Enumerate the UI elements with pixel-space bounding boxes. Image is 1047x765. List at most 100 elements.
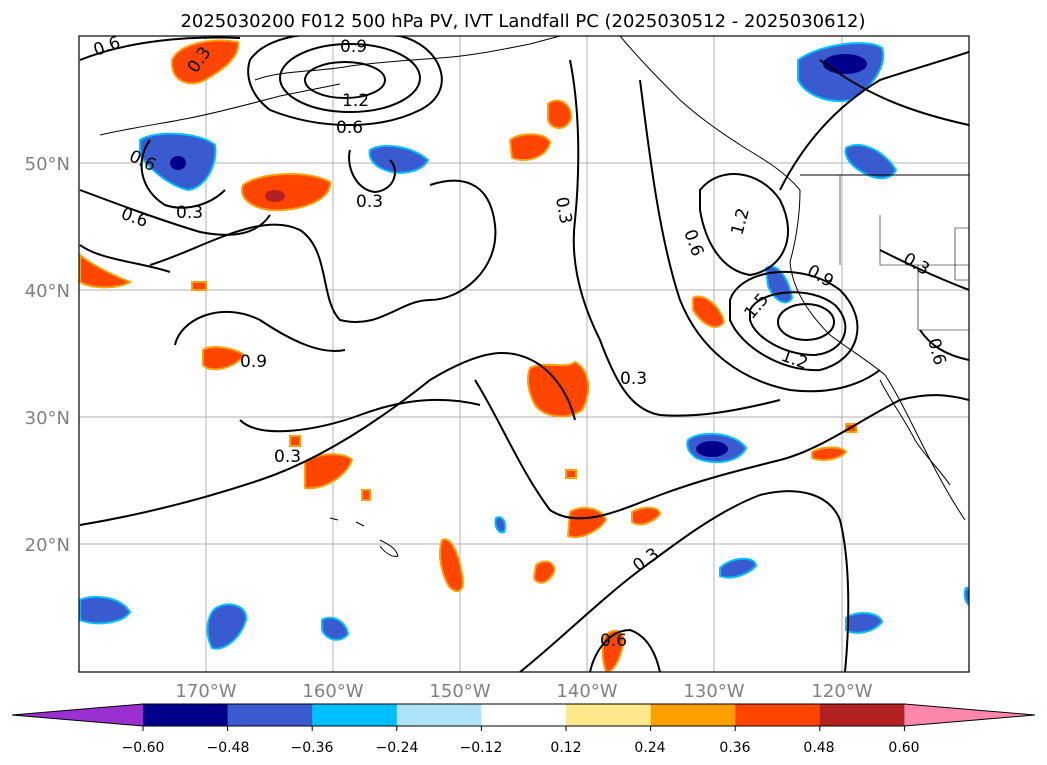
negative-anomaly-patch bbox=[321, 616, 350, 641]
colorbar-segment bbox=[819, 704, 905, 726]
positive-anomaly-patch bbox=[532, 560, 556, 584]
colorbar-segment bbox=[650, 704, 736, 726]
contour-1.5-low bbox=[777, 303, 835, 341]
contour-label: 1.2 bbox=[342, 91, 369, 111]
contour-0.6 bbox=[79, 189, 271, 236]
contour-0.6 bbox=[247, 36, 443, 126]
negative-anomaly-patch bbox=[494, 516, 507, 534]
contour-0.3-southeast bbox=[519, 490, 850, 672]
lon-tick-label: 170°W bbox=[175, 681, 236, 702]
contour-1.2-east bbox=[699, 173, 790, 277]
contour-0.3-south bbox=[239, 398, 481, 433]
colorbar-tick-label: 0.24 bbox=[634, 740, 665, 756]
lon-tick-label: 150°W bbox=[429, 681, 490, 702]
positive-anomaly-patch bbox=[361, 489, 371, 501]
contour-label: 0.9 bbox=[340, 37, 367, 57]
contour-0.3-central bbox=[569, 59, 781, 417]
pv-contours bbox=[79, 36, 969, 672]
positive-anomaly-patch bbox=[631, 506, 662, 526]
positive-anomaly-patch bbox=[601, 629, 626, 672]
contour-0.6-northeast bbox=[819, 59, 969, 126]
lon-tick-label: 140°W bbox=[556, 681, 617, 702]
contour-0.6 bbox=[79, 36, 241, 61]
state-borders bbox=[839, 175, 969, 331]
positive-anomaly-patch bbox=[170, 39, 240, 85]
contour-label: 0.6 bbox=[336, 118, 363, 138]
contour-0.3-east-edge bbox=[879, 249, 969, 291]
negative-anomaly-patch bbox=[368, 144, 430, 174]
positive-anomaly-patch bbox=[566, 506, 608, 538]
contour-0.3-subtropic bbox=[474, 379, 969, 520]
contour-label: 0.3 bbox=[176, 203, 203, 223]
contour-label: 0.9 bbox=[240, 352, 267, 372]
colorbar-tick-label: 0.60 bbox=[888, 740, 919, 756]
positive-anomaly-patch bbox=[811, 446, 848, 461]
colorbar-tick-label: −0.36 bbox=[291, 740, 334, 756]
colorbar-tick-label: −0.60 bbox=[122, 740, 165, 756]
contour-1.2-low bbox=[749, 291, 847, 357]
negative-core-patch bbox=[823, 54, 867, 74]
colorbar-tick-label: −0.24 bbox=[376, 740, 419, 756]
anomaly-patches bbox=[79, 39, 969, 672]
positive-anomaly-patch bbox=[508, 133, 552, 161]
lon-tick-labels: 170°W 160°W 150°W 140°W 130°W 120°W bbox=[175, 681, 872, 702]
negative-core-patch bbox=[170, 156, 186, 170]
positive-anomaly-patch bbox=[240, 173, 332, 212]
gridlines bbox=[79, 36, 969, 672]
contour-1.2 bbox=[304, 61, 386, 99]
lat-tick-label: 50°N bbox=[25, 154, 70, 175]
positive-anomaly-patch bbox=[439, 538, 464, 593]
contour-0.6-east-edge bbox=[919, 329, 969, 361]
lon-tick-label: 120°W bbox=[811, 681, 872, 702]
figure-title: 2025030200 F012 500 hPa PV, IVT Landfall… bbox=[180, 11, 865, 32]
colorbar-extend-max bbox=[904, 704, 1035, 726]
alaska-coastline bbox=[254, 36, 561, 81]
north-america-west-coast bbox=[789, 189, 966, 521]
contour-0.6-east bbox=[639, 79, 881, 393]
lat-tick-labels: 50°N 40°N 30°N 20°N bbox=[25, 154, 70, 556]
hawaiian-islands bbox=[329, 517, 399, 557]
colorbar-tick-labels: −0.60 −0.48 −0.36 −0.24 −0.12 0.12 0.24 … bbox=[122, 740, 920, 756]
positive-anomaly-patch bbox=[191, 281, 207, 291]
contour-0.3 bbox=[140, 139, 226, 209]
contour-label: 0.3 bbox=[274, 447, 301, 467]
alaska-panhandle-coast bbox=[619, 36, 801, 191]
colorbar-extend-min bbox=[12, 704, 143, 726]
colorbar-segment bbox=[143, 704, 229, 726]
contour-0.3 bbox=[348, 149, 396, 194]
colorbar-tick-label: −0.12 bbox=[460, 740, 503, 756]
contour-label: 0.3 bbox=[551, 195, 575, 225]
negative-anomaly-patch bbox=[844, 144, 898, 180]
positive-anomaly-patch bbox=[526, 360, 590, 418]
positive-anomaly-patch bbox=[565, 469, 577, 479]
contour-0.9-east bbox=[729, 270, 859, 372]
positive-anomaly-patch bbox=[79, 252, 133, 289]
colorbar-tick-label: −0.48 bbox=[207, 740, 250, 756]
contour-label: 0.6 bbox=[600, 631, 627, 651]
colorbar-segment bbox=[396, 704, 482, 726]
colorbar bbox=[11, 703, 1036, 731]
aleutian-chain bbox=[99, 83, 341, 136]
negative-core-patch bbox=[696, 441, 728, 457]
lat-tick-label: 30°N bbox=[25, 408, 70, 429]
contour-0.3-large bbox=[149, 179, 497, 323]
colorbar-segment bbox=[566, 704, 652, 726]
coastlines bbox=[99, 36, 969, 557]
colorbar-segment bbox=[481, 704, 567, 726]
negative-anomaly-patch bbox=[845, 612, 884, 634]
positive-anomaly-patch bbox=[304, 453, 354, 490]
colorbar-tick-label: 0.12 bbox=[550, 740, 581, 756]
colorbar-tick-label: 0.36 bbox=[719, 740, 750, 756]
lat-tick-label: 20°N bbox=[25, 535, 70, 556]
negative-anomaly-patch bbox=[719, 557, 758, 579]
lat-tick-label: 40°N bbox=[25, 281, 70, 302]
contour-0.3-northeast bbox=[779, 51, 969, 191]
contour-0.9 bbox=[279, 43, 421, 113]
contour-label: 0.3 bbox=[620, 369, 647, 389]
colorbar-tick-label: 0.48 bbox=[803, 740, 834, 756]
positive-anomaly-patch bbox=[202, 346, 246, 371]
positive-anomaly-patch bbox=[289, 435, 301, 447]
lon-tick-label: 130°W bbox=[683, 681, 744, 702]
lon-tick-label: 160°W bbox=[302, 681, 363, 702]
